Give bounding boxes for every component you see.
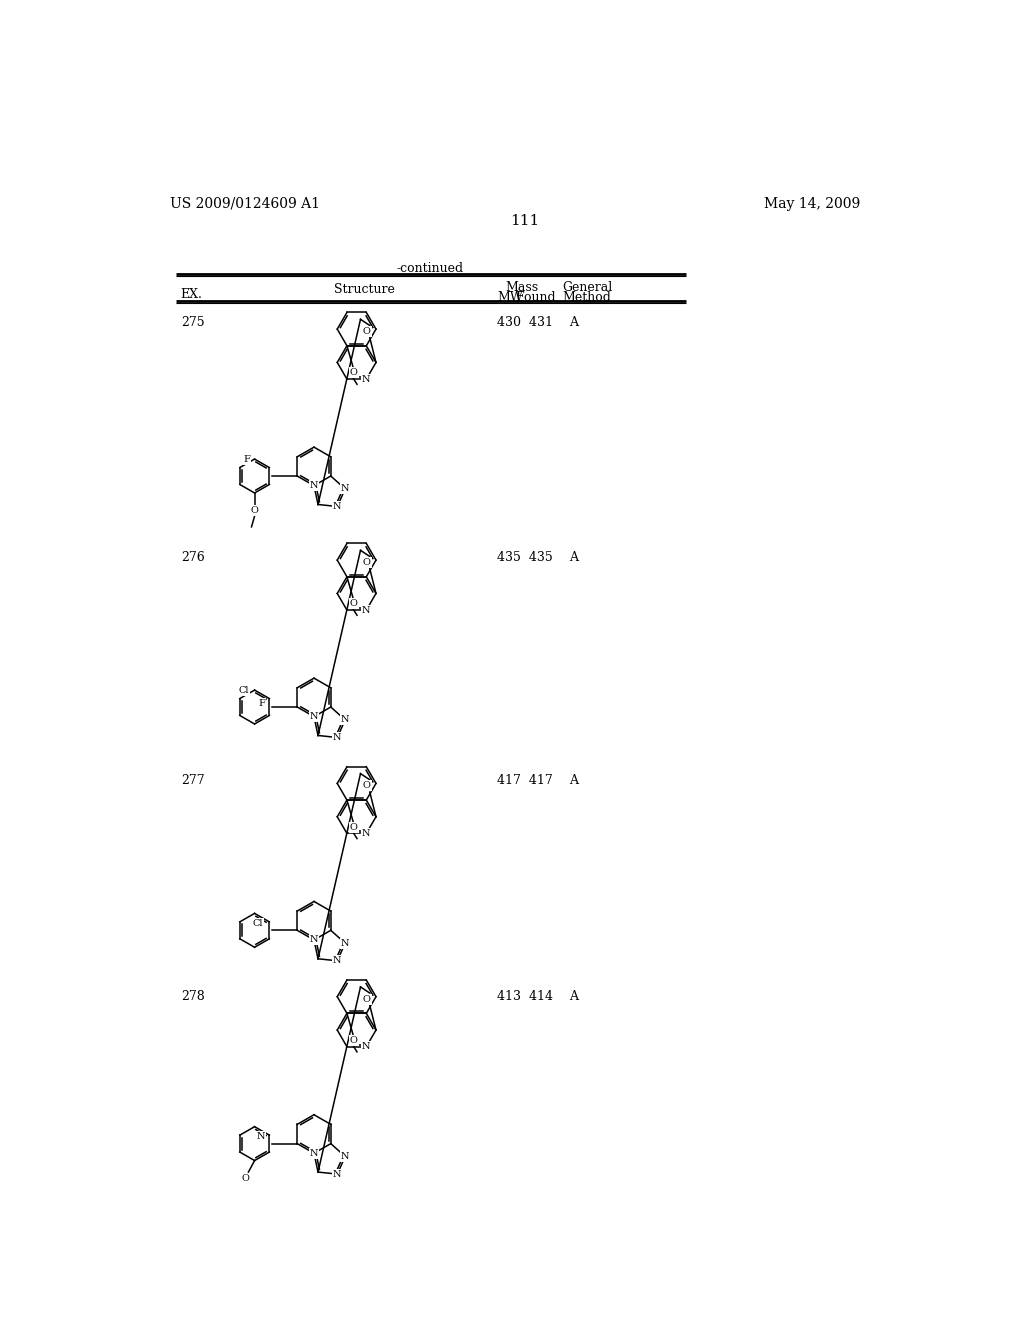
Text: Mass: Mass: [506, 281, 539, 294]
Text: -continued: -continued: [396, 263, 464, 276]
Text: 278: 278: [180, 990, 205, 1003]
Text: Method: Method: [562, 290, 611, 304]
Text: N: N: [362, 829, 371, 838]
Text: N: N: [341, 484, 349, 494]
Text: US 2009/0124609 A1: US 2009/0124609 A1: [170, 197, 319, 211]
Text: O: O: [362, 558, 371, 568]
Text: Cl: Cl: [253, 919, 263, 928]
Text: O: O: [350, 1036, 357, 1045]
Text: 417  417: 417 417: [497, 775, 553, 788]
Text: O: O: [350, 368, 357, 378]
Text: N: N: [309, 1148, 318, 1158]
Text: O: O: [350, 599, 357, 609]
Text: O: O: [242, 1173, 249, 1183]
Text: N: N: [362, 375, 371, 384]
Text: N: N: [362, 1043, 371, 1051]
Text: N: N: [341, 715, 349, 725]
Text: 276: 276: [180, 552, 205, 564]
Text: 277: 277: [180, 775, 205, 788]
Text: N: N: [341, 939, 349, 948]
Text: 435  435: 435 435: [497, 552, 553, 564]
Text: Structure: Structure: [334, 284, 395, 296]
Text: N: N: [333, 733, 342, 742]
Text: N: N: [362, 606, 371, 615]
Text: A: A: [569, 552, 579, 564]
Text: F: F: [243, 454, 250, 463]
Text: O: O: [362, 781, 371, 791]
Text: N: N: [341, 1152, 349, 1162]
Text: O: O: [362, 995, 371, 1003]
Text: N: N: [309, 936, 318, 944]
Text: O: O: [251, 506, 258, 515]
Text: N: N: [333, 956, 342, 965]
Text: N: N: [333, 502, 342, 511]
Text: N: N: [309, 482, 318, 490]
Text: O: O: [362, 327, 371, 337]
Text: N: N: [309, 713, 318, 721]
Text: A: A: [569, 317, 579, 329]
Text: O: O: [350, 822, 357, 832]
Text: A: A: [569, 775, 579, 788]
Text: N: N: [333, 1170, 342, 1179]
Text: EX.: EX.: [180, 288, 203, 301]
Text: 413  414: 413 414: [497, 990, 553, 1003]
Text: 430  431: 430 431: [497, 317, 553, 329]
Text: Found: Found: [512, 290, 556, 304]
Text: 111: 111: [510, 214, 540, 228]
Text: F: F: [259, 698, 265, 708]
Text: MW: MW: [497, 290, 522, 304]
Text: May 14, 2009: May 14, 2009: [764, 197, 860, 211]
Text: Cl: Cl: [239, 685, 249, 694]
Text: General: General: [562, 281, 612, 294]
Text: 275: 275: [180, 317, 205, 329]
Text: N: N: [256, 1133, 265, 1142]
Text: A: A: [569, 990, 579, 1003]
